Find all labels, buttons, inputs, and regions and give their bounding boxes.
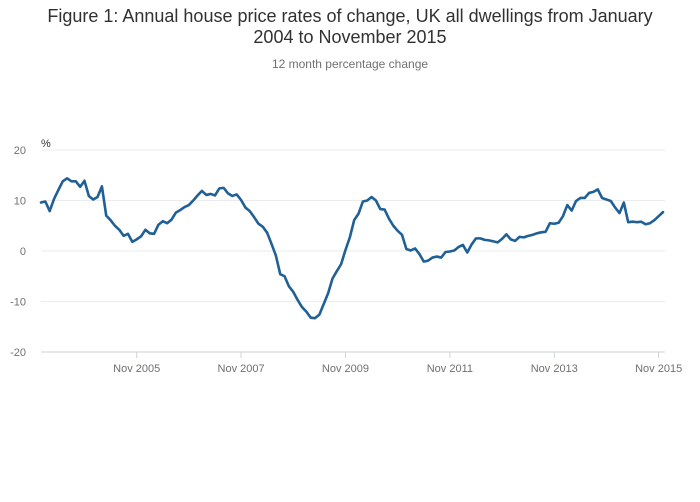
y-axis: 20 10 0 -10 -20: [10, 145, 26, 359]
x-tick-label: Nov 2009: [322, 363, 369, 375]
chart-title: Figure 1: Annual house price rates of ch…: [0, 6, 700, 48]
x-tick-label: Nov 2005: [113, 363, 160, 375]
chart-subtitle: 12 month percentage change: [271, 57, 429, 71]
x-axis: Nov 2005 Nov 2007 Nov 2009 Nov 2011 Nov 2013…: [113, 352, 682, 375]
x-tick-label: Nov 2007: [218, 363, 265, 375]
x-tick-label: Nov 2011: [427, 363, 473, 375]
y-tick-label: 20: [14, 145, 26, 157]
series-lines: [39, 176, 665, 320]
series-line-house-price-change: [39, 176, 665, 320]
chart-title-line-1: Figure 1: Annual house price rates of ch…: [47, 6, 653, 26]
y-tick-label: -20: [10, 347, 26, 359]
x-tick-label: Nov 2013: [531, 363, 578, 375]
grid: [41, 149, 665, 353]
y-tick-label: 10: [14, 196, 26, 208]
y-tick-label: -10: [10, 297, 26, 309]
chart-title-line-2: 2004 to November 2015: [253, 27, 447, 47]
y-tick-label: 0: [20, 246, 26, 258]
y-axis-unit-label: %: [41, 138, 51, 150]
x-tick-label: Nov 2015: [635, 363, 682, 375]
